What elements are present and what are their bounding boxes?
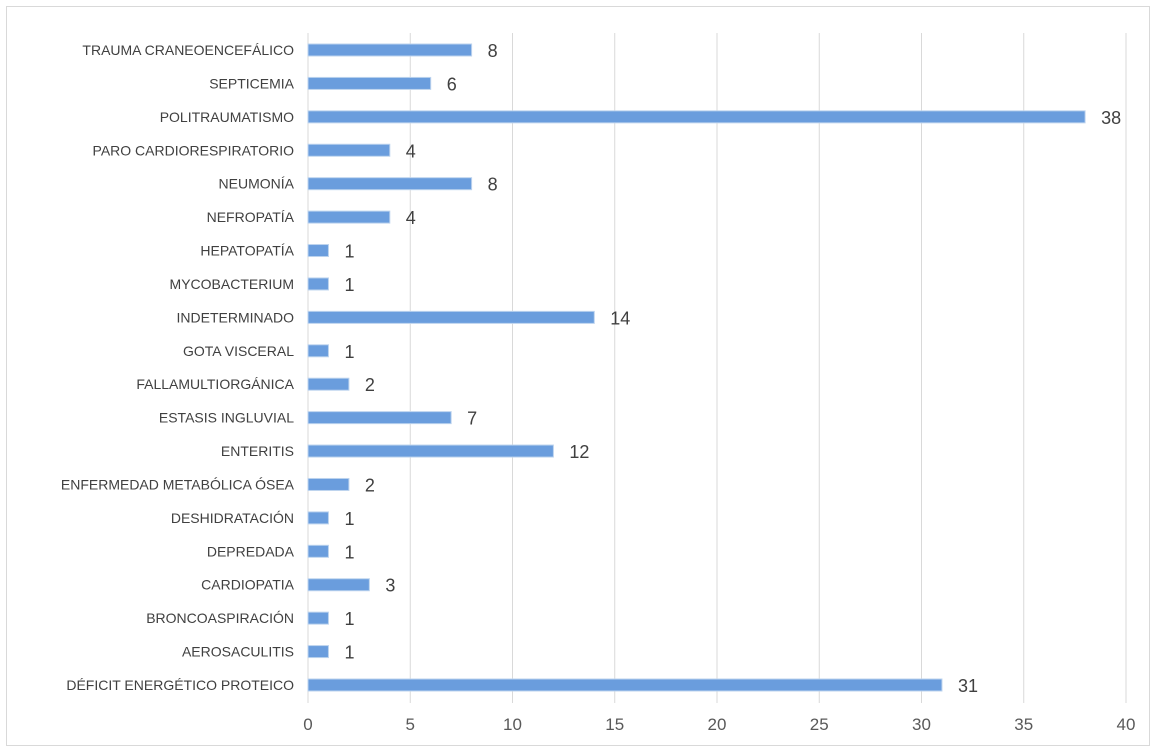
bar [307, 277, 329, 291]
x-tick-label: 20 [708, 715, 727, 734]
data-label: 6 [447, 74, 457, 94]
category-label: ENFERMEDAD METABÓLICA ÓSEA [61, 476, 295, 492]
bar [307, 511, 329, 525]
bar [307, 344, 329, 358]
data-label: 1 [344, 342, 354, 362]
data-label: 8 [488, 175, 498, 195]
data-label: 38 [1101, 108, 1121, 128]
category-label: FALLAMULTIORGÁNICA [136, 376, 294, 392]
x-axis-ticks: 0 5 10 15 20 25 30 35 40 [303, 715, 1135, 734]
bar [307, 678, 943, 692]
bar [307, 43, 473, 57]
bar [307, 244, 329, 258]
data-label: 1 [344, 275, 354, 295]
data-label: 4 [406, 208, 416, 228]
x-tick-label: 10 [503, 715, 522, 734]
category-label: ESTASIS INGLUVIAL [159, 410, 294, 426]
chart-frame [6, 6, 1150, 746]
data-label: 1 [344, 242, 354, 262]
category-label: BRONCOASPIRACIÓN [146, 610, 294, 626]
bar [307, 143, 391, 157]
bars [307, 43, 1086, 692]
x-tick-label: 30 [912, 715, 931, 734]
data-label: 8 [488, 41, 498, 61]
data-label: 2 [365, 375, 375, 395]
x-tick-label: 0 [303, 715, 312, 734]
bar [307, 444, 554, 458]
bar [307, 177, 473, 191]
category-label: POLITRAUMATISMO [160, 109, 294, 125]
data-label: 4 [406, 141, 416, 161]
x-tick-label: 35 [1014, 715, 1033, 734]
category-label: CARDIOPATIA [201, 577, 294, 593]
category-label: DEPREDADA [207, 543, 295, 559]
data-label: 7 [467, 409, 477, 429]
category-labels: TRAUMA CRANEOENCEFÁLICO SEPTICEMIA POLITRA… [61, 42, 295, 693]
category-label: HEPATOPATÍA [200, 243, 294, 259]
bar [307, 310, 595, 324]
x-tick-label: 25 [810, 715, 829, 734]
data-label: 1 [344, 542, 354, 562]
bar [307, 411, 452, 425]
category-label: DESHIDRATACIÓN [171, 510, 294, 526]
data-label: 1 [344, 509, 354, 529]
bar [307, 110, 1086, 124]
data-label: 1 [344, 643, 354, 663]
category-label: PARO CARDIORESPIRATORIO [93, 142, 295, 158]
data-label: 2 [365, 475, 375, 495]
category-label: INDETERMINADO [177, 309, 295, 325]
data-label: 1 [344, 609, 354, 629]
category-label: AEROSACULITIS [182, 644, 294, 660]
category-label: GOTA VISCERAL [183, 343, 294, 359]
data-label: 31 [958, 676, 978, 696]
bar [307, 76, 432, 90]
bar [307, 377, 350, 391]
data-label: 3 [385, 576, 395, 596]
gridlines [307, 33, 1127, 703]
category-label: TRAUMA CRANEOENCEFÁLICO [82, 42, 294, 58]
bar [307, 477, 350, 491]
x-tick-label: 40 [1117, 715, 1136, 734]
category-label: MYCOBACTERIUM [170, 276, 294, 292]
category-label: DÉFICIT ENERGÉTICO PROTEICO [66, 677, 294, 693]
bar [307, 578, 370, 592]
bar [307, 210, 391, 224]
bar [307, 611, 329, 625]
x-tick-label: 15 [605, 715, 624, 734]
x-tick-label: 5 [406, 715, 415, 734]
bar [307, 544, 329, 558]
category-label: ENTERITIS [221, 443, 294, 459]
data-label: 14 [610, 308, 630, 328]
data-label: 12 [569, 442, 589, 462]
category-label: SEPTICEMIA [209, 75, 294, 91]
category-label: NEFROPATÍA [207, 209, 295, 225]
category-label: NEUMONÍA [219, 176, 295, 192]
bar [307, 645, 329, 659]
